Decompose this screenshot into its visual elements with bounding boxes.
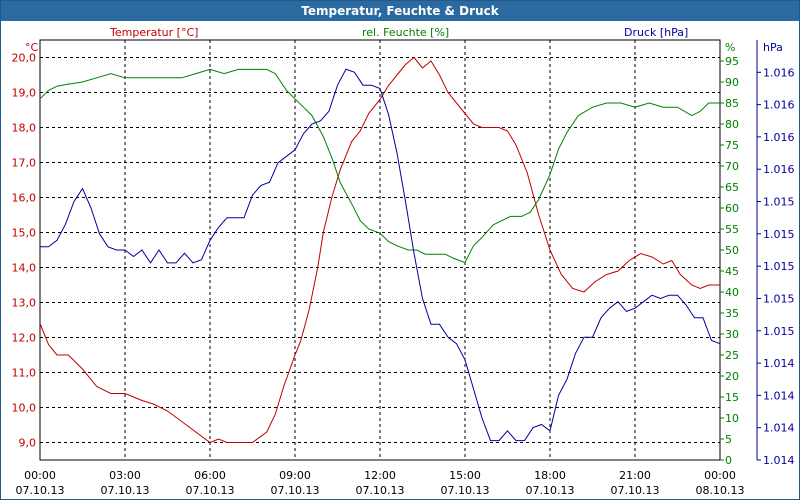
x-tick-time: 21:00 (619, 469, 651, 482)
series-line-humidity (39, 68, 720, 264)
series-line-temperature (39, 56, 720, 444)
temperature-tick-label: 10,0 (12, 402, 37, 415)
humidity-tick-label: 55 (725, 223, 739, 236)
x-tick-date: 07.10.13 (186, 484, 235, 497)
humidity-tick-label: 70 (725, 160, 739, 173)
pressure-tick-label: 1.015 (763, 292, 795, 305)
humidity-tick-label: 40 (725, 286, 739, 299)
x-tick-date: 07.10.13 (611, 484, 660, 497)
pressure-axis-label: Druck [hPa] (624, 26, 688, 39)
window-title: Temperatur, Feuchte & Druck (1, 1, 799, 21)
pressure-tick-label: 1.014 (763, 454, 795, 467)
x-tick-date: 08.10.13 (696, 484, 745, 497)
humidity-tick-label: 30 (725, 328, 739, 341)
humidity-tick-label: 10 (725, 412, 739, 425)
humidity-tick-label: 65 (725, 181, 739, 194)
pressure-axis-ticks: 1.014 1.014 1.014 1.014 1.015 1.015 1.015 1.015… (756, 40, 795, 467)
humidity-tick-label: 50 (725, 244, 739, 257)
humidity-unit: % (725, 41, 735, 54)
humidity-tick-label: 15 (725, 391, 739, 404)
temperature-axis-label: Temperatur [°C] (109, 26, 198, 39)
humidity-tick-label: 85 (725, 97, 739, 110)
temperature-tick-label: 9,0 (19, 437, 37, 450)
pressure-unit: hPa (763, 41, 783, 54)
pressure-tick-label: 1.016 (763, 131, 795, 144)
temperature-tick-label: 16,0 (12, 192, 37, 205)
pressure-tick-label: 1.015 (763, 325, 795, 338)
temperature-tick-label: 18,0 (12, 122, 37, 135)
temperature-tick-label: 20,0 (12, 52, 37, 65)
series-line-pressure (40, 68, 721, 442)
x-tick-time: 09:00 (279, 469, 311, 482)
temperature-tick-label: 11,0 (12, 367, 37, 380)
x-tick-time: 15:00 (449, 469, 481, 482)
humidity-tick-label: 60 (725, 202, 739, 215)
humidity-tick-label: 75 (725, 139, 739, 152)
x-tick-date: 07.10.13 (441, 484, 490, 497)
pressure-tick-label: 1.015 (763, 196, 795, 209)
humidity-axis-label: rel. Feuchte [%] (362, 26, 449, 39)
pressure-tick-label: 1.014 (763, 422, 795, 435)
x-tick-time: 12:00 (364, 469, 396, 482)
humidity-tick-label: 35 (725, 307, 739, 320)
temperature-axis-ticks: 9,0 10,0 11,0 12,0 13,0 14,0 15,0 16,0 17,0 18,0 1… (12, 52, 37, 450)
humidity-tick-label: 95 (725, 55, 739, 68)
temperature-tick-label: 17,0 (12, 157, 37, 170)
temperature-tick-label: 19,0 (12, 87, 37, 100)
x-tick-time: 00:00 (704, 469, 736, 482)
pressure-tick-label: 1.015 (763, 260, 795, 273)
humidity-tick-label: 5 (725, 433, 732, 446)
humidity-tick-label: 20 (725, 370, 739, 383)
humidity-tick-label: 90 (725, 76, 739, 89)
temperature-tick-label: 14,0 (12, 262, 37, 275)
pressure-tick-label: 1.014 (763, 389, 795, 402)
x-tick-date: 07.10.13 (526, 484, 575, 497)
humidity-tick-label: 80 (725, 118, 739, 131)
x-tick-time: 18:00 (534, 469, 566, 482)
x-axis-ticks: 00:00 07.10.13 03:00 07.10.13 06:00 07.10.13 0… (16, 469, 745, 497)
x-tick-date: 07.10.13 (356, 484, 405, 497)
pressure-tick-label: 1.016 (763, 163, 795, 176)
x-tick-date: 07.10.13 (271, 484, 320, 497)
humidity-tick-label: 45 (725, 265, 739, 278)
pressure-tick-label: 1.014 (763, 357, 795, 370)
pressure-tick-label: 1.016 (763, 66, 795, 79)
pressure-tick-label: 1.016 (763, 99, 795, 112)
temperature-unit: °C (25, 41, 39, 54)
temperature-tick-label: 13,0 (12, 297, 37, 310)
temperature-tick-label: 15,0 (12, 227, 37, 240)
x-tick-date: 07.10.13 (101, 484, 150, 497)
series-lines (39, 56, 721, 444)
x-tick-date: 07.10.13 (16, 484, 65, 497)
humidity-tick-label: 0 (725, 454, 732, 467)
x-tick-time: 06:00 (194, 469, 226, 482)
humidity-tick-label: 25 (725, 349, 739, 362)
humidity-axis-ticks: 0 5 10 15 20 25 30 35 40 45 50 55 60 65 70 75 80 85 90 95 (720, 55, 739, 467)
temperature-tick-label: 12,0 (12, 332, 37, 345)
x-tick-time: 03:00 (109, 469, 141, 482)
pressure-tick-label: 1.015 (763, 228, 795, 241)
x-tick-time: 00:00 (24, 469, 56, 482)
